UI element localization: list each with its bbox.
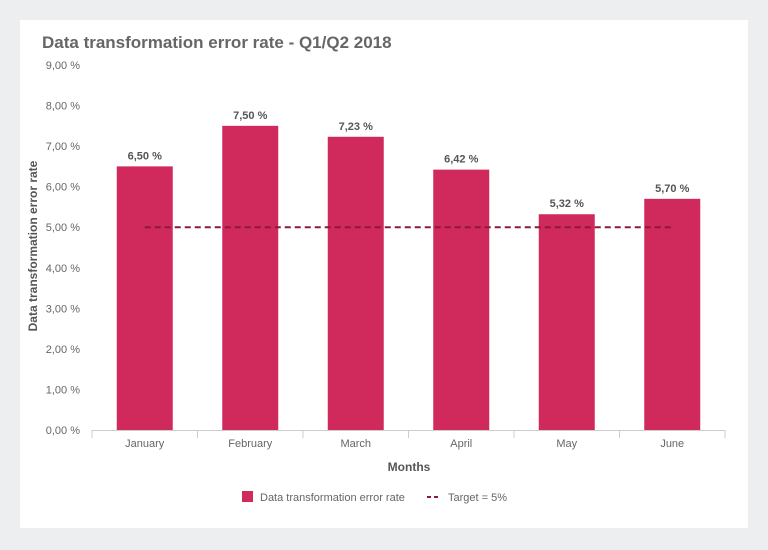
y-axis-title: Data transformation error rate bbox=[26, 160, 40, 331]
x-axis-title: Months bbox=[388, 460, 431, 474]
bar-february bbox=[222, 125, 279, 430]
y-tick-label: 9,00 % bbox=[46, 60, 80, 72]
y-tick-label: 1,00 % bbox=[46, 384, 80, 396]
legend-swatch-bars bbox=[242, 491, 253, 502]
y-tick-label: 8,00 % bbox=[46, 101, 80, 113]
bar-march bbox=[327, 136, 384, 431]
x-tick-label: May bbox=[556, 438, 577, 450]
data-label: 6,50 % bbox=[128, 150, 162, 162]
bar-june bbox=[644, 198, 701, 430]
data-label: 7,23 % bbox=[339, 121, 373, 133]
data-label: 6,42 % bbox=[444, 154, 478, 166]
legend: Data transformation error rate Target = … bbox=[242, 491, 507, 504]
x-tick-label: June bbox=[660, 438, 684, 450]
y-tick-label: 2,00 % bbox=[46, 344, 80, 356]
legend-label-bars: Data transformation error rate bbox=[260, 492, 405, 504]
y-tick-label: 5,00 % bbox=[46, 222, 80, 234]
bar-january bbox=[116, 166, 173, 430]
x-tick-label: April bbox=[450, 438, 472, 450]
data-label: 5,32 % bbox=[550, 198, 584, 210]
y-tick-label: 3,00 % bbox=[46, 303, 80, 315]
y-tick-label: 4,00 % bbox=[46, 263, 80, 275]
x-tick-label: January bbox=[125, 438, 165, 450]
x-tick-label: March bbox=[340, 438, 371, 450]
y-tick-label: 7,00 % bbox=[46, 141, 80, 153]
y-tick-label: 0,00 % bbox=[46, 425, 80, 437]
chart-title: Data transformation error rate - Q1/Q2 2… bbox=[42, 33, 392, 52]
legend-label-target: Target = 5% bbox=[448, 492, 507, 504]
data-label: 5,70 % bbox=[655, 183, 689, 195]
y-tick-label: 6,00 % bbox=[46, 182, 80, 194]
x-tick-label: February bbox=[228, 438, 273, 450]
data-label: 7,50 % bbox=[233, 110, 267, 122]
bar-may bbox=[538, 214, 595, 430]
bar-april bbox=[433, 169, 490, 430]
